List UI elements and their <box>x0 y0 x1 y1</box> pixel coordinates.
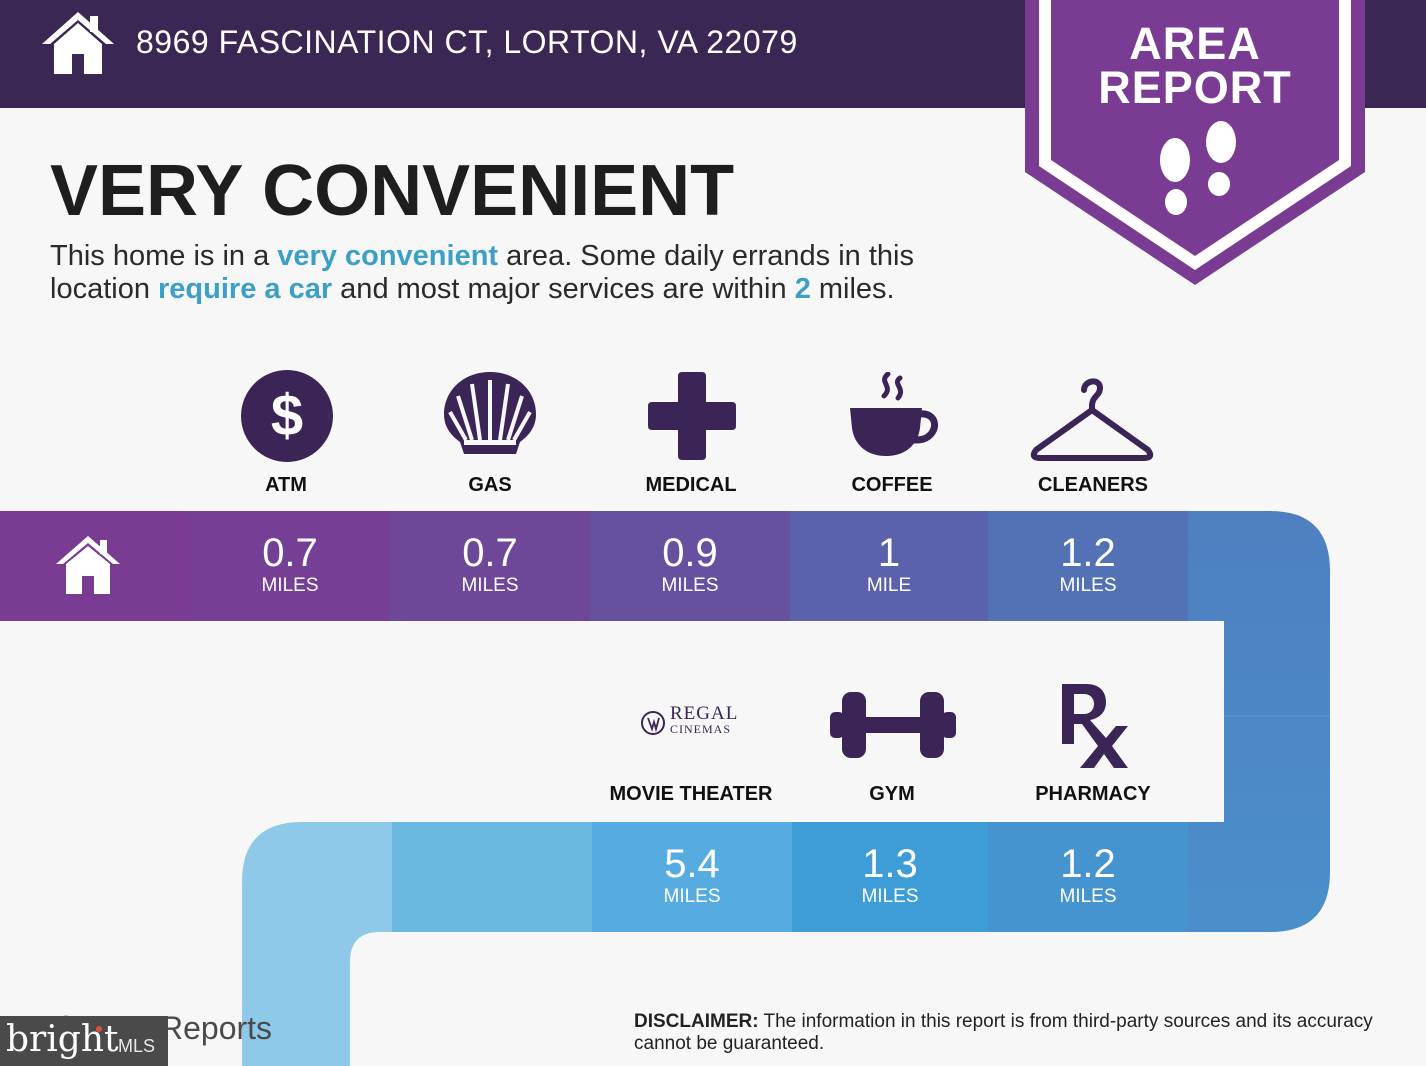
coffee-cup-icon <box>850 372 938 456</box>
bright-dot-icon <box>96 1026 102 1032</box>
desc-part: This home is in a <box>50 240 278 272</box>
badge-line-1: AREA <box>1129 18 1261 69</box>
distance-unit: MILES <box>661 575 719 596</box>
amenity-label-atm: ATM <box>265 474 307 496</box>
desc-part: miles. <box>810 273 895 305</box>
amenity-label-cleaners: CLEANERS <box>1037 474 1148 496</box>
distance-cell-atm: 0.7 MILES <box>190 511 390 621</box>
bright-wordmark: bright <box>6 1019 119 1060</box>
dumbbell-icon <box>830 692 956 758</box>
distance-value: 5.4 <box>664 842 720 886</box>
distance-value: 1.3 <box>862 842 918 886</box>
distance-value: 0.7 <box>262 531 318 575</box>
desc-part: area. Some daily errands in this locatio… <box>50 240 914 305</box>
distance-value: 0.9 <box>662 531 718 575</box>
convenience-rating: VERY CONVENIENT <box>50 151 735 231</box>
badge-title: AREA REPORT <box>1025 18 1365 113</box>
amenity-label-pharmacy: PHARMACY <box>1035 783 1151 805</box>
regal-logo-subtext: CINEMAS <box>670 722 732 736</box>
distance-cell-gas: 0.7 MILES <box>390 511 590 621</box>
rx-icon <box>1062 684 1128 768</box>
disclaimer: DISCLAIMER: The information in this repo… <box>634 1011 1394 1055</box>
desc-highlight: require a car <box>158 273 333 305</box>
distance-unit: MILES <box>663 886 721 907</box>
description-text: This home is in a very convenient area. … <box>50 240 1020 306</box>
amenity-label-movie-theater: MOVIE THEATER <box>609 783 773 805</box>
reports-brand-text: Reports <box>160 1010 273 1046</box>
distance-unit: MILES <box>461 575 519 596</box>
house-icon <box>42 12 114 74</box>
amenity-label-gas: GAS <box>468 474 512 496</box>
desc-part: and most major services are within <box>332 273 795 305</box>
shell-icon <box>444 372 536 454</box>
svg-text:$: $ <box>271 383 303 448</box>
medical-cross-icon <box>648 372 736 460</box>
desc-highlight: very convenient <box>277 240 499 272</box>
badge-line-2: REPORT <box>1098 62 1292 113</box>
distance-cell-cleaners: 1.2 MILES <box>988 511 1188 621</box>
regal-logo-text: REGAL <box>670 703 739 724</box>
amenity-label-gym: GYM <box>869 783 915 805</box>
distance-value: 1.2 <box>1060 531 1116 575</box>
property-address: 8969 FASCINATION CT, LORTON, VA 22079 <box>136 24 798 60</box>
distance-cell-pharmacy: 1.2 MILES <box>988 822 1188 932</box>
disclaimer-text: The information in this report is from t… <box>634 1011 1373 1054</box>
amenity-label-coffee: COFFEE <box>851 474 933 496</box>
distance-cell-medical: 0.9 MILES <box>590 511 790 621</box>
distance-value: 0.7 <box>462 531 518 575</box>
regal-cinemas-logo: REGAL CINEMAS <box>638 704 750 740</box>
distance-value: 1 <box>877 531 901 575</box>
disclaimer-label: DISCLAIMER: <box>634 1011 759 1032</box>
distance-cell-gym: 1.3 MILES <box>792 822 988 932</box>
distance-unit: MILES <box>261 575 319 596</box>
distance-unit: MILES <box>1059 575 1117 596</box>
footprints-icon <box>1160 121 1236 215</box>
bright-mls-watermark <box>0 1016 168 1066</box>
distance-value: 1.2 <box>1060 842 1116 886</box>
distance-cell-movie-theater: 5.4 MILES <box>592 822 792 932</box>
regal-emblem-icon <box>641 711 665 735</box>
amenity-label-medical: MEDICAL <box>645 474 737 496</box>
distance-unit: MILES <box>1059 886 1117 907</box>
bright-mls-text: MLS <box>118 1036 156 1056</box>
dollar-icon: $ <box>241 370 333 462</box>
home-icon <box>56 536 120 594</box>
hanger-icon <box>1030 378 1154 461</box>
desc-highlight: 2 <box>794 273 811 305</box>
distance-unit: MILE <box>866 575 912 596</box>
area-report-badge <box>1025 0 1365 285</box>
distance-unit: MILES <box>861 886 919 907</box>
distance-cell-coffee: 1 MILE <box>790 511 988 621</box>
